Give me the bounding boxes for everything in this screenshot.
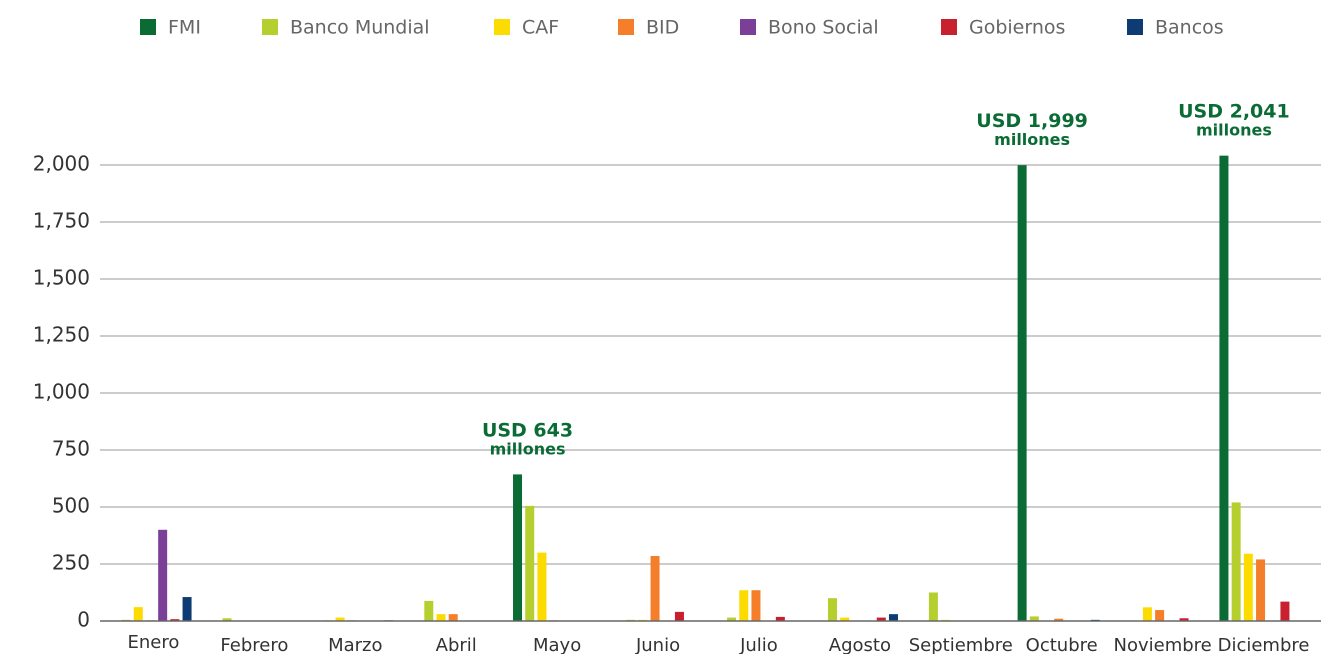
legend-label: CAF xyxy=(522,17,559,39)
y-tick-label: 1,750 xyxy=(33,209,90,233)
bar xyxy=(1142,607,1152,621)
legend-swatch xyxy=(494,19,510,35)
bar xyxy=(650,556,660,621)
bar xyxy=(1243,553,1253,621)
bar xyxy=(674,611,684,621)
bar xyxy=(1155,610,1165,621)
bar xyxy=(1179,618,1189,621)
bar xyxy=(170,619,180,621)
bar xyxy=(222,618,232,621)
y-tick-label: 750 xyxy=(52,437,90,461)
bar xyxy=(537,552,547,621)
legend-swatch xyxy=(618,19,634,35)
bar xyxy=(727,617,737,621)
data-label-line: millones xyxy=(1196,120,1272,139)
bar xyxy=(775,616,785,621)
bar xyxy=(739,590,749,621)
legend-label: Bono Social xyxy=(768,17,879,39)
data-label-line: USD 1,999 xyxy=(976,110,1088,132)
legend-swatch xyxy=(941,19,957,35)
x-tick-label: Junio xyxy=(635,635,680,654)
x-tick-label: Febrero xyxy=(220,635,288,654)
x-tick-label: Septiembre xyxy=(909,635,1013,654)
bar xyxy=(1231,502,1241,621)
x-tick-label: Agosto xyxy=(829,635,891,654)
data-label-line: USD 2,041 xyxy=(1178,100,1290,122)
data-label-line: millones xyxy=(490,439,566,458)
bar xyxy=(1054,618,1064,621)
data-label-line: millones xyxy=(994,130,1070,149)
x-tick-label: Noviembre xyxy=(1114,635,1212,654)
y-tick-label: 1,500 xyxy=(33,266,90,290)
bar xyxy=(133,607,143,621)
x-tick-label: Octubre xyxy=(1026,635,1098,654)
x-tick-label: Julio xyxy=(739,635,778,654)
y-tick-label: 2,000 xyxy=(33,152,90,176)
x-tick-label: Abril xyxy=(436,635,477,654)
data-label: USD 1,999 millones xyxy=(976,110,1088,149)
bar xyxy=(182,597,192,621)
bar xyxy=(525,505,535,621)
bar xyxy=(448,614,458,621)
bar xyxy=(424,600,434,621)
bar xyxy=(1256,559,1266,621)
legend-swatch xyxy=(1127,19,1143,35)
x-tick-label: Marzo xyxy=(328,635,382,654)
legend-label: Banco Mundial xyxy=(290,17,430,39)
bar xyxy=(827,598,837,621)
bar xyxy=(876,617,886,621)
x-tick-label: Diciembre xyxy=(1218,635,1310,654)
bar xyxy=(513,474,523,621)
bar xyxy=(1029,616,1039,621)
y-tick-label: 1,000 xyxy=(33,380,90,404)
bar xyxy=(928,592,938,621)
bar xyxy=(158,529,168,621)
data-label: USD 2,041 millones xyxy=(1178,100,1290,139)
y-tick-label: 1,250 xyxy=(33,323,90,347)
legend-label: Gobiernos xyxy=(969,17,1065,39)
x-tick-label: Mayo xyxy=(533,635,581,654)
legend-label: BID xyxy=(646,17,679,39)
legend-label: FMI xyxy=(168,17,201,39)
bar xyxy=(1017,165,1027,621)
bar xyxy=(751,590,761,621)
legend-swatch xyxy=(140,19,156,35)
y-tick-label: 500 xyxy=(52,494,90,518)
bar xyxy=(888,614,898,621)
legend-label: Bancos xyxy=(1155,17,1224,39)
legend-swatch xyxy=(740,19,756,35)
bar xyxy=(840,617,850,621)
bar xyxy=(335,617,345,621)
bar xyxy=(1219,155,1229,622)
x-tick-label: Enero xyxy=(128,632,180,653)
y-tick-label: 0 xyxy=(77,608,90,632)
bar xyxy=(1280,601,1290,621)
legend-swatch xyxy=(262,19,278,35)
y-tick-label: 250 xyxy=(52,551,90,575)
data-label: USD 643 millones xyxy=(482,419,573,458)
bar xyxy=(436,614,446,621)
data-label-line: USD 643 xyxy=(482,419,573,441)
